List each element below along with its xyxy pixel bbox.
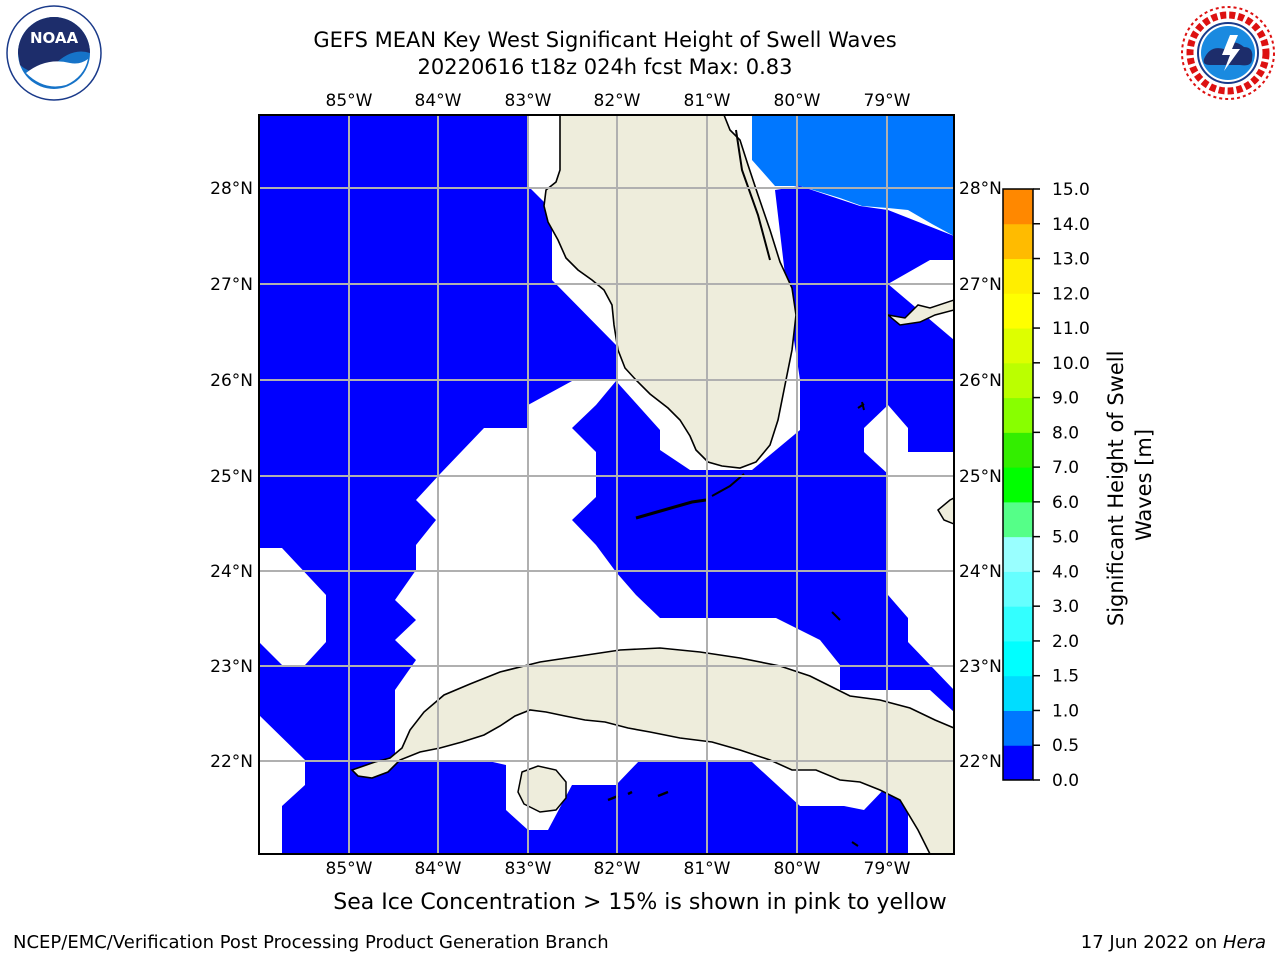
lat-label: 27°N xyxy=(959,275,1002,295)
lat-label: 25°N xyxy=(210,467,253,487)
lon-label: 79°W xyxy=(864,91,911,111)
colorbar-tick-label: 0.5 xyxy=(1052,736,1079,756)
lat-label: 26°N xyxy=(210,371,253,391)
colorbar-segment xyxy=(1003,606,1033,642)
colorbar-frame xyxy=(1002,188,1034,781)
graticule xyxy=(259,115,954,854)
sea-ice-note: Sea Ice Concentration > 15% is shown in … xyxy=(333,890,947,915)
colorbar-ticks: 15.0 14.0 13.0 12.0 11.0 10.0 9.0 8.0 7.0 6.0 5.0 4… xyxy=(1033,180,1090,791)
colorbar-segment xyxy=(1003,467,1033,503)
isla-juventud-land xyxy=(517,765,567,813)
lon-label: 83°W xyxy=(505,859,552,879)
colorbar-segment xyxy=(1003,571,1033,607)
lat-labels-right: 28°N 27°N 26°N 25°N 24°N 23°N 22°N xyxy=(959,179,1002,772)
lat-label: 26°N xyxy=(959,371,1002,391)
lon-label: 82°W xyxy=(594,859,641,879)
swell-0-0p5-region-straits xyxy=(572,186,954,712)
colorbar-segment xyxy=(1003,675,1033,711)
svg-text:NOAA: NOAA xyxy=(30,29,79,47)
swell-0p5-1p0-region xyxy=(750,115,954,236)
swell-0-0p5-region-gulf xyxy=(259,115,908,854)
map-title: GEFS MEAN Key West Significant Height of… xyxy=(313,28,897,52)
colorbar-tick-label: 8.0 xyxy=(1052,423,1079,443)
colorbar-tick-label: 9.0 xyxy=(1052,389,1079,409)
map-layers xyxy=(259,115,954,854)
colorbar-segment xyxy=(1003,432,1033,468)
colorbar-segment xyxy=(1003,501,1033,538)
lon-label: 80°W xyxy=(774,859,821,879)
colorbar-tick-label: 1.0 xyxy=(1052,701,1079,721)
lat-labels-left: 28°N 27°N 26°N 25°N 24°N 23°N 22°N xyxy=(210,179,253,772)
footer-host: Hera xyxy=(1222,932,1266,953)
noaa-logo: NOAA xyxy=(6,5,102,101)
colorbar xyxy=(1002,188,1034,781)
colorbar-segment xyxy=(1003,710,1033,746)
colorbar-segment xyxy=(1003,223,1033,260)
colorbar-tick-label: 12.0 xyxy=(1052,284,1090,304)
colorbar-segment xyxy=(1003,293,1033,329)
lat-label: 24°N xyxy=(959,562,1002,582)
lat-label: 23°N xyxy=(959,657,1002,677)
lat-label: 22°N xyxy=(210,752,253,772)
colorbar-tick-label: 1.5 xyxy=(1052,667,1079,687)
lon-label: 84°W xyxy=(415,859,462,879)
forecast-subtitle: 20220616 t18z 024h fcst Max: 0.83 xyxy=(417,55,793,79)
lat-label: 27°N xyxy=(210,275,253,295)
nws-logo xyxy=(1181,6,1275,100)
colorbar-tick-label: 14.0 xyxy=(1052,215,1090,235)
lat-label: 28°N xyxy=(959,179,1002,199)
colorbar-segment xyxy=(1003,328,1033,364)
colorbar-tick-label: 13.0 xyxy=(1052,250,1090,270)
colorbar-segment xyxy=(1003,745,1033,781)
footer-date: 17 Jun 2022 on Hera xyxy=(1081,932,1266,953)
colorbar-tick-label: 15.0 xyxy=(1052,180,1090,200)
colorbar-tick-label: 3.0 xyxy=(1052,597,1079,617)
colorbar-tick-label: 10.0 xyxy=(1052,354,1090,374)
florida-keys xyxy=(635,498,707,520)
bahamas-land xyxy=(885,299,954,326)
colorbar-tick-label: 2.0 xyxy=(1052,632,1079,652)
colorbar-tick-label: 11.0 xyxy=(1052,319,1090,339)
colorbar-tick-label: 0.0 xyxy=(1052,771,1079,791)
colorbar-segment xyxy=(1003,189,1033,225)
lon-label: 85°W xyxy=(326,91,373,111)
colorbar-tick-label: 5.0 xyxy=(1052,528,1079,548)
footer-credit: NCEP/EMC/Verification Post Processing Pr… xyxy=(13,932,609,953)
colorbar-segment xyxy=(1003,536,1033,572)
lat-label: 22°N xyxy=(959,752,1002,772)
lon-label: 79°W xyxy=(864,859,911,879)
lon-label: 80°W xyxy=(774,91,821,111)
lon-label: 81°W xyxy=(684,91,731,111)
colorbar-tick-label: 7.0 xyxy=(1052,458,1079,478)
lat-label: 24°N xyxy=(210,562,253,582)
lat-label: 28°N xyxy=(210,179,253,199)
colorbar-label: Significant Height of Swell Waves [m] xyxy=(1104,344,1156,626)
colorbar-tick-label: 6.0 xyxy=(1052,493,1079,513)
lon-label: 83°W xyxy=(505,91,552,111)
footer-date-text: 17 Jun 2022 on xyxy=(1080,932,1223,953)
lon-label: 85°W xyxy=(326,859,373,879)
lon-labels-bottom: 85°W 84°W 83°W 82°W 81°W 80°W 79°W xyxy=(326,859,911,879)
colorbar-segment xyxy=(1003,640,1033,677)
lat-label: 23°N xyxy=(210,657,253,677)
lon-label: 81°W xyxy=(684,859,731,879)
colorbar-segment xyxy=(1003,397,1033,433)
map-frame xyxy=(258,114,955,855)
cuba-land xyxy=(350,647,954,854)
lon-label: 84°W xyxy=(415,91,462,111)
lon-labels-top: 85°W 84°W 83°W 82°W 81°W 80°W 79°W xyxy=(326,91,911,111)
colorbar-segment xyxy=(1003,258,1033,294)
colorbar-tick-label: 4.0 xyxy=(1052,562,1079,582)
colorbar-segment xyxy=(1003,362,1033,399)
lat-label: 25°N xyxy=(959,467,1002,487)
lon-label: 82°W xyxy=(594,91,641,111)
